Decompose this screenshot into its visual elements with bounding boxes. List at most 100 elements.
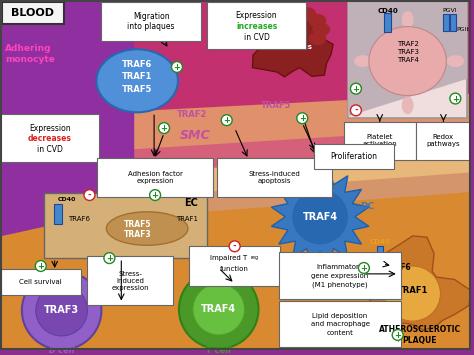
Text: -: -: [354, 106, 358, 115]
Text: B cell: B cell: [49, 346, 74, 355]
Text: ATHEROSCLEROTIC
PLAQUE: ATHEROSCLEROTIC PLAQUE: [379, 325, 461, 345]
Text: Migration
into plaques: Migration into plaques: [128, 12, 175, 31]
Text: CD40: CD40: [369, 239, 390, 245]
Text: +: +: [353, 84, 359, 94]
Text: TRAF5: TRAF5: [261, 101, 292, 110]
Circle shape: [159, 122, 170, 133]
Text: TRAF2: TRAF2: [177, 110, 207, 119]
FancyBboxPatch shape: [98, 158, 213, 197]
Circle shape: [221, 115, 232, 126]
Text: Expression: Expression: [236, 11, 277, 20]
FancyBboxPatch shape: [450, 15, 456, 31]
Text: BLOOD: BLOOD: [11, 8, 55, 18]
Polygon shape: [348, 2, 467, 116]
FancyBboxPatch shape: [384, 13, 391, 32]
Text: TRAF6: TRAF6: [384, 263, 411, 272]
Text: T cell: T cell: [206, 346, 231, 355]
Text: +: +: [452, 94, 459, 104]
Text: TRAF4: TRAF4: [302, 212, 337, 222]
Circle shape: [22, 271, 101, 350]
Circle shape: [385, 266, 440, 321]
Text: Cell survival: Cell survival: [19, 279, 62, 285]
Circle shape: [392, 329, 403, 340]
Text: Thrombus: Thrombus: [273, 44, 313, 50]
Ellipse shape: [312, 23, 330, 37]
FancyBboxPatch shape: [416, 122, 471, 160]
Ellipse shape: [447, 55, 465, 67]
FancyBboxPatch shape: [348, 2, 467, 118]
Circle shape: [104, 253, 115, 263]
Text: +: +: [173, 63, 181, 72]
Ellipse shape: [401, 11, 414, 28]
Text: Adhering
monocyte: Adhering monocyte: [5, 44, 55, 64]
Circle shape: [229, 241, 240, 252]
Text: TRAF6
TRAF1
TRAF5: TRAF6 TRAF1 TRAF5: [122, 60, 152, 94]
Ellipse shape: [427, 48, 442, 63]
Ellipse shape: [427, 59, 442, 74]
Text: Proliferation: Proliferation: [330, 152, 377, 161]
Circle shape: [150, 190, 161, 201]
Ellipse shape: [375, 48, 391, 63]
Text: PGIb: PGIb: [456, 27, 471, 32]
Text: DC: DC: [360, 202, 374, 211]
FancyBboxPatch shape: [344, 122, 416, 160]
FancyBboxPatch shape: [101, 2, 201, 42]
Text: function: function: [220, 266, 249, 272]
Text: in CVD: in CVD: [244, 33, 269, 42]
Circle shape: [84, 190, 95, 201]
Ellipse shape: [106, 212, 188, 245]
FancyBboxPatch shape: [279, 301, 401, 347]
Ellipse shape: [309, 14, 326, 28]
FancyBboxPatch shape: [44, 193, 207, 258]
Text: Macrophage: Macrophage: [359, 335, 417, 344]
Text: TRAF5: TRAF5: [123, 220, 151, 229]
Polygon shape: [0, 118, 471, 207]
Text: reg: reg: [251, 255, 259, 260]
Ellipse shape: [271, 7, 288, 21]
Circle shape: [292, 189, 348, 244]
Text: Expression: Expression: [29, 124, 71, 132]
Polygon shape: [0, 81, 471, 180]
Text: TRAF1: TRAF1: [397, 286, 428, 295]
FancyBboxPatch shape: [0, 114, 100, 162]
Polygon shape: [0, 0, 134, 236]
Circle shape: [350, 105, 361, 116]
FancyBboxPatch shape: [314, 144, 394, 169]
Text: TRAF2
TRAF3
TRAF4: TRAF2 TRAF3 TRAF4: [397, 42, 419, 64]
FancyBboxPatch shape: [376, 246, 383, 264]
Ellipse shape: [401, 97, 414, 114]
FancyBboxPatch shape: [2, 2, 64, 24]
Polygon shape: [272, 168, 369, 265]
Ellipse shape: [354, 55, 372, 67]
Circle shape: [450, 93, 461, 104]
Circle shape: [35, 261, 46, 272]
Text: -: -: [88, 191, 91, 200]
Circle shape: [36, 285, 88, 336]
Circle shape: [297, 113, 308, 124]
Text: TRAF3: TRAF3: [123, 230, 151, 239]
Text: Stress-
induced
expression: Stress- induced expression: [111, 271, 149, 291]
Text: Inflammatory
gene expression
(M1 phenotype): Inflammatory gene expression (M1 phenoty…: [311, 264, 369, 288]
FancyBboxPatch shape: [88, 256, 173, 305]
Circle shape: [350, 83, 361, 94]
Text: Adhesion factor
expression: Adhesion factor expression: [128, 171, 182, 184]
Text: in CVD: in CVD: [37, 145, 63, 154]
Circle shape: [179, 270, 258, 349]
Polygon shape: [0, 118, 129, 350]
Text: TRAF6: TRAF6: [68, 216, 90, 222]
Ellipse shape: [369, 27, 447, 95]
FancyBboxPatch shape: [207, 2, 306, 49]
Text: +: +: [299, 114, 306, 123]
Text: Impaired T: Impaired T: [210, 255, 247, 261]
Text: EC: EC: [184, 198, 198, 208]
Text: +: +: [106, 254, 113, 263]
FancyBboxPatch shape: [55, 204, 62, 224]
Ellipse shape: [309, 32, 326, 45]
Text: TRAF1: TRAF1: [176, 216, 198, 222]
Polygon shape: [0, 99, 471, 226]
Text: increases: increases: [236, 22, 277, 31]
Text: -: -: [233, 242, 237, 251]
Text: Stress-induced
apoptosis: Stress-induced apoptosis: [248, 171, 300, 184]
FancyBboxPatch shape: [279, 252, 401, 300]
Text: TRAF4: TRAF4: [201, 304, 236, 314]
